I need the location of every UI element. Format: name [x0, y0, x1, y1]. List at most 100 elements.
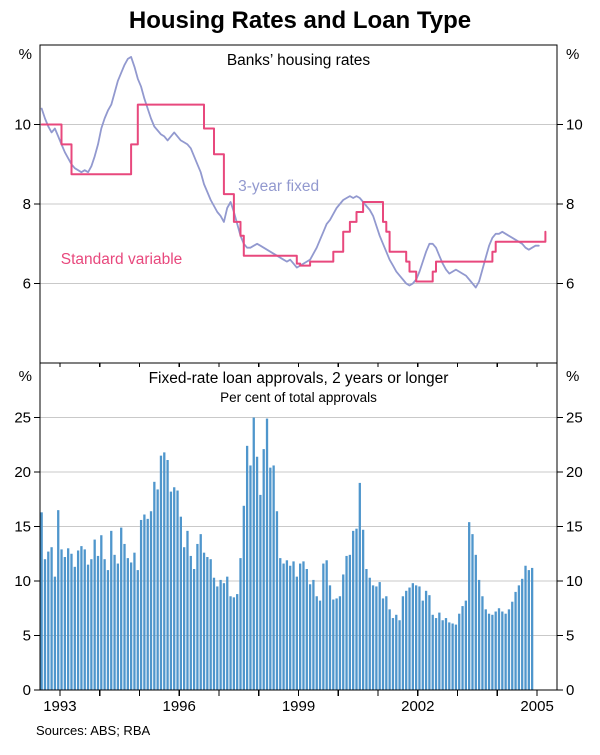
bar	[96, 555, 100, 690]
bar	[53, 576, 57, 690]
bar	[428, 595, 431, 690]
y-tick-label-left: 5	[23, 628, 31, 645]
y-tick-label-left: 20	[14, 464, 31, 481]
bar	[292, 561, 295, 690]
bar	[481, 596, 484, 690]
bar	[368, 577, 371, 690]
bar	[100, 535, 103, 690]
bar	[143, 514, 146, 690]
bar	[169, 491, 173, 690]
y-tick-label-right: 10	[566, 117, 583, 134]
bar	[183, 547, 186, 690]
y-tick-label-right: 0	[566, 682, 574, 699]
bar	[305, 569, 308, 690]
y-tick-label-right: 20	[566, 464, 583, 481]
bar	[106, 570, 110, 690]
bar	[355, 528, 358, 690]
bar	[358, 482, 361, 690]
bar	[159, 455, 163, 690]
bar	[249, 465, 252, 690]
bar	[312, 579, 315, 690]
bar	[139, 519, 143, 690]
bar	[444, 618, 448, 690]
bar	[487, 613, 491, 690]
bar	[50, 547, 53, 690]
bar	[43, 559, 47, 690]
bar	[110, 530, 113, 690]
bar	[245, 445, 249, 690]
bar	[80, 546, 83, 690]
bar	[328, 585, 332, 690]
y-tick-label-right: 10	[566, 573, 583, 590]
x-axis-year-label: 1999	[282, 698, 315, 715]
y-tick-label-left: 10	[14, 573, 31, 590]
bar	[229, 596, 232, 690]
bar	[415, 585, 418, 690]
bar	[216, 586, 219, 690]
bar	[471, 534, 474, 690]
bar	[454, 624, 458, 690]
sources-note: Sources: ABS; RBA	[36, 723, 151, 738]
bar	[149, 511, 153, 690]
bar	[335, 598, 338, 690]
bar	[262, 449, 265, 690]
bar	[308, 584, 312, 690]
y-tick-label-right: 5	[566, 628, 574, 645]
unit-label-top-left: %	[18, 46, 32, 63]
bar	[279, 558, 282, 690]
bar	[342, 574, 345, 690]
bar	[67, 548, 70, 690]
bar	[497, 608, 501, 690]
bar	[226, 576, 229, 690]
y-tick-label-left: 15	[14, 519, 31, 536]
y-tick-label-right: 8	[566, 196, 574, 213]
bar	[136, 570, 139, 690]
bar	[501, 611, 504, 690]
bar	[47, 551, 50, 690]
bar	[295, 576, 298, 690]
bar	[371, 585, 375, 690]
bar	[163, 452, 166, 690]
y-tick-label-right: 25	[566, 410, 583, 427]
bar	[494, 611, 497, 690]
bar	[477, 579, 481, 690]
bar	[189, 555, 192, 690]
bar	[507, 609, 511, 690]
bar	[424, 590, 428, 690]
bar	[206, 557, 209, 690]
x-axis-year-label: 2005	[520, 698, 553, 715]
bar	[73, 566, 76, 690]
bar	[219, 579, 222, 690]
bar	[461, 606, 464, 690]
y-tick-label-right: 15	[566, 519, 583, 536]
bar	[352, 530, 355, 690]
bar	[242, 505, 245, 690]
unit-label-top-right: %	[566, 46, 580, 63]
bar	[179, 516, 182, 690]
bar	[103, 559, 106, 690]
y-tick-label-left: 10	[14, 117, 31, 134]
bar	[395, 614, 398, 690]
bar	[116, 563, 120, 690]
bar	[302, 561, 305, 690]
bar	[123, 543, 126, 690]
bar	[388, 609, 391, 690]
bar	[411, 583, 414, 690]
bar	[272, 465, 275, 690]
bar	[458, 613, 461, 690]
bar	[70, 553, 73, 690]
bar	[332, 599, 335, 690]
bar	[275, 511, 279, 690]
line-series-3-year-fixed	[40, 56, 540, 289]
bar	[315, 596, 318, 690]
bar	[524, 565, 527, 690]
bar	[378, 582, 381, 690]
bar	[236, 594, 239, 690]
bar	[232, 597, 236, 690]
bar	[129, 562, 133, 690]
bar	[401, 596, 405, 690]
bar	[451, 623, 454, 690]
bottom-panel-title: Fixed-rate loan approvals, 2 years or lo…	[148, 370, 449, 387]
bar	[511, 601, 514, 690]
